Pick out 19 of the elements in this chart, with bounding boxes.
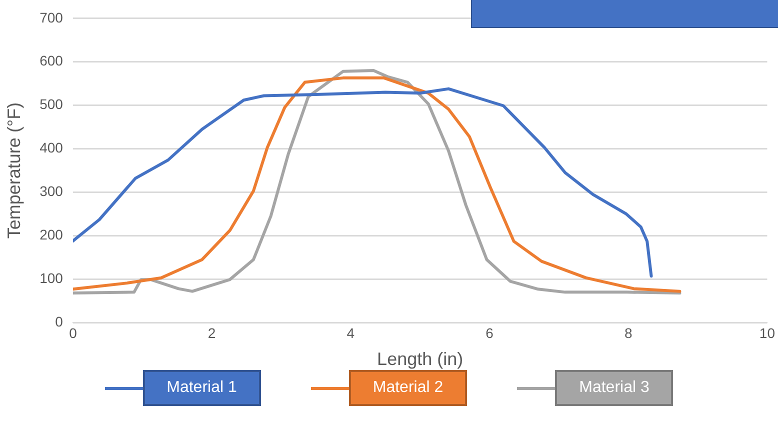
y-tick-label: 700 <box>40 9 64 26</box>
y-tick-label: 100 <box>40 270 64 286</box>
legend-label: Material 1 <box>142 370 261 406</box>
legend-label: Material 3 <box>555 370 674 406</box>
y-tick-label: 300 <box>40 183 64 200</box>
y-tick-label: 0 <box>55 313 64 330</box>
legend-label: Material 2 <box>348 370 468 406</box>
y-tick-label: 600 <box>40 52 64 69</box>
x-tick-label: 4 <box>346 324 355 341</box>
x-axis-title: Length (in) <box>377 349 464 370</box>
x-tick-label: 10 <box>759 324 776 341</box>
x-tick-label: 8 <box>624 324 632 341</box>
y-tick-label: 500 <box>40 96 64 112</box>
x-tick-label: 2 <box>208 324 216 341</box>
x-tick-label: 6 <box>486 324 494 341</box>
y-axis-title: Temperature (°F) <box>4 102 24 239</box>
y-tick-label: 400 <box>40 140 64 156</box>
y-tick-label: 200 <box>40 226 64 243</box>
x-tick-label: 0 <box>69 324 78 341</box>
